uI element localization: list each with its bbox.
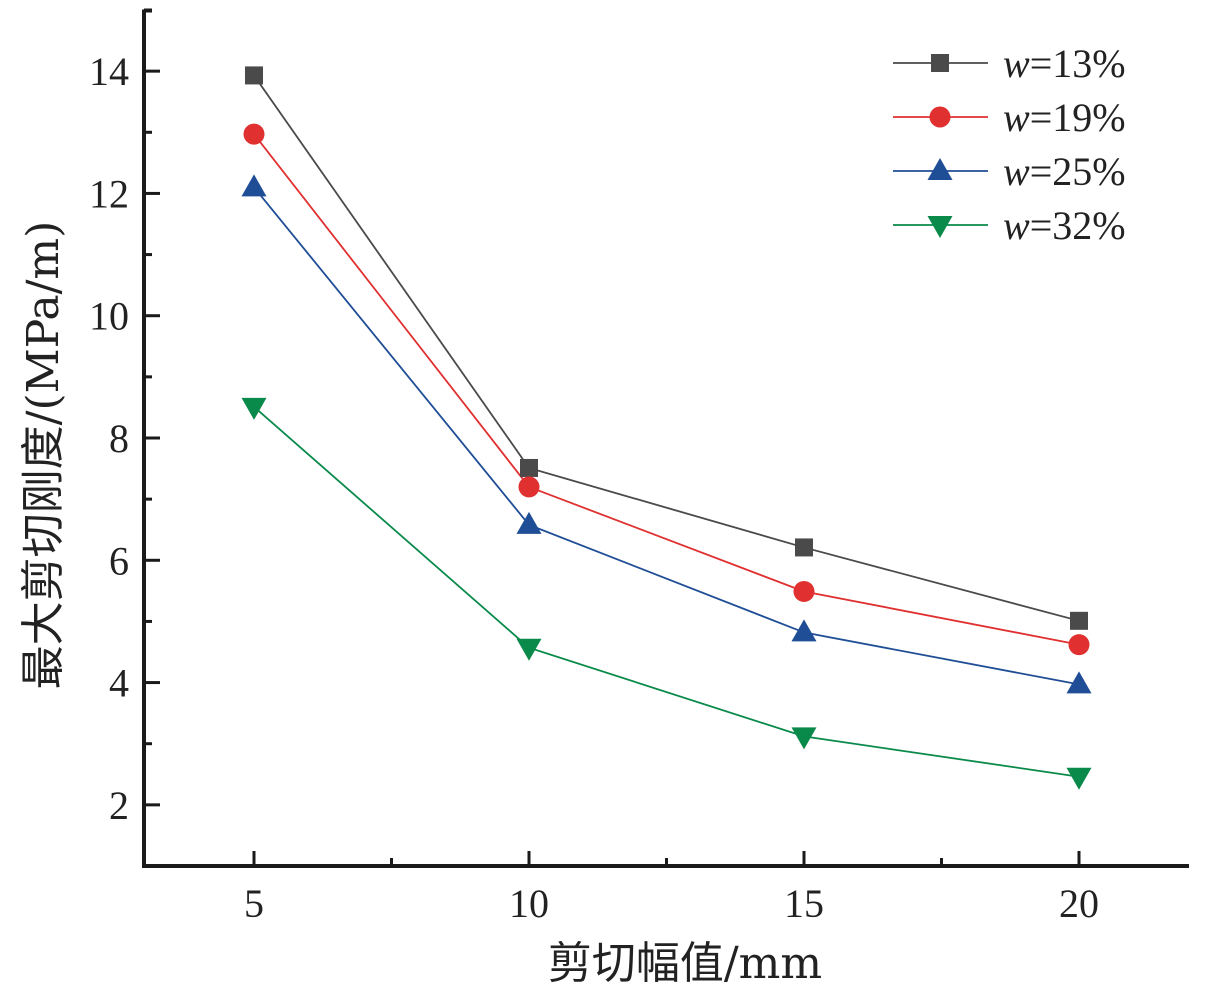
data-point [791,727,817,750]
x-tick-label: 15 [784,881,824,926]
legend-item: w=19% [893,95,1126,140]
series-line-w13 [253,74,1080,622]
data-point [1070,611,1088,630]
data-point [245,66,263,85]
legend-marker [931,54,949,72]
data-point [516,638,542,661]
legend-label: w=32% [1003,203,1126,248]
y-tick-label: 2 [109,783,129,828]
legend-item: w=25% [893,149,1126,194]
legend-label: w=19% [1003,95,1126,140]
x-tick-label: 10 [509,881,549,926]
x-axis-title: 剪切幅值/mm [548,938,822,989]
data-point [793,580,815,602]
y-tick-label: 10 [89,294,129,339]
legend: w=13% w=19% w=25% w=32% [893,41,1126,248]
legend-label: w=13% [1003,41,1126,86]
y-tick-label: 8 [109,416,129,461]
legend-item: w=32% [893,203,1126,248]
x-tick-label: 20 [1059,881,1099,926]
data-point [516,511,542,534]
data-point [241,397,267,420]
series-line-w32 [253,406,1080,778]
data-point [1068,634,1090,656]
data-point [795,538,813,557]
series-line-w19 [253,133,1080,646]
legend-marker [927,158,953,180]
data-point [243,123,265,145]
legend-marker [929,106,951,128]
data-point [520,458,538,477]
legend-item: w=13% [893,41,1126,86]
series-lines [253,74,1080,778]
series-markers [241,66,1092,790]
y-tick-label: 6 [109,538,129,583]
data-point [1066,671,1092,694]
data-point [1066,767,1092,790]
legend-label: w=25% [1003,149,1126,194]
y-axis-title: 最大剪切刚度/(MPa/m) [18,221,69,690]
x-tick-label: 5 [244,881,264,926]
data-point [791,619,817,642]
ticks: 5 10 15 20 2 4 6 8 10 12 14 [89,8,1099,926]
series-line-w25 [253,186,1080,686]
y-tick-label: 4 [109,661,129,706]
y-tick-label: 12 [89,171,129,216]
y-tick-label: 14 [89,49,129,94]
legend-marker [927,216,953,238]
data-point [518,476,540,498]
data-point [241,174,267,197]
